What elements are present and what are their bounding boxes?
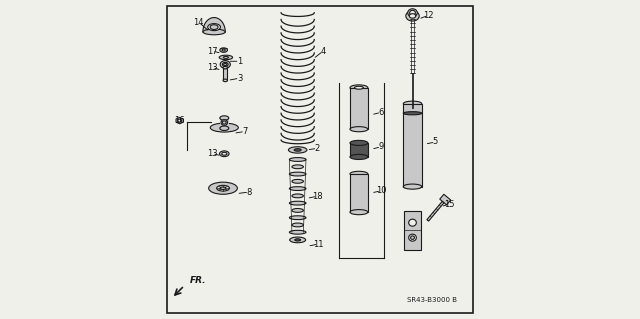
Ellipse shape	[220, 187, 226, 189]
Ellipse shape	[210, 25, 218, 30]
Ellipse shape	[211, 123, 238, 132]
Ellipse shape	[222, 49, 225, 51]
Text: 2: 2	[315, 144, 320, 153]
Ellipse shape	[409, 234, 417, 241]
Ellipse shape	[350, 171, 368, 176]
Text: 5: 5	[433, 137, 438, 146]
Ellipse shape	[406, 11, 419, 21]
Ellipse shape	[411, 236, 415, 239]
Text: 17: 17	[207, 47, 218, 56]
Ellipse shape	[220, 151, 229, 157]
Ellipse shape	[220, 61, 230, 68]
Ellipse shape	[290, 237, 306, 243]
Ellipse shape	[223, 56, 228, 58]
Bar	[223, 68, 227, 80]
Ellipse shape	[289, 230, 306, 234]
Ellipse shape	[289, 172, 306, 176]
Bar	[403, 104, 422, 187]
Ellipse shape	[221, 152, 227, 155]
Polygon shape	[427, 201, 444, 221]
Text: 15: 15	[444, 200, 454, 209]
Text: 10: 10	[376, 186, 387, 195]
Ellipse shape	[222, 121, 226, 124]
Ellipse shape	[220, 48, 227, 52]
Ellipse shape	[355, 86, 364, 89]
Ellipse shape	[292, 194, 303, 198]
Ellipse shape	[350, 154, 368, 160]
Ellipse shape	[292, 223, 303, 227]
Text: 12: 12	[423, 11, 434, 20]
Ellipse shape	[203, 29, 225, 35]
Ellipse shape	[403, 112, 422, 115]
Text: 13: 13	[207, 149, 218, 158]
Ellipse shape	[178, 119, 182, 122]
Ellipse shape	[208, 24, 220, 31]
Bar	[350, 88, 368, 129]
Text: 3: 3	[237, 74, 243, 83]
Text: 13: 13	[207, 63, 218, 72]
Ellipse shape	[289, 158, 306, 161]
Ellipse shape	[350, 210, 368, 215]
Text: 1: 1	[237, 57, 242, 66]
Ellipse shape	[350, 127, 368, 132]
Polygon shape	[176, 117, 183, 124]
Ellipse shape	[410, 14, 416, 18]
Bar	[220, 118, 228, 128]
Text: SR43-B3000 B: SR43-B3000 B	[407, 298, 457, 303]
Bar	[350, 143, 368, 157]
Ellipse shape	[292, 179, 303, 183]
Ellipse shape	[289, 187, 306, 190]
Polygon shape	[203, 18, 225, 32]
Text: 8: 8	[246, 188, 252, 197]
Ellipse shape	[292, 209, 303, 212]
Text: 9: 9	[379, 142, 384, 151]
Ellipse shape	[223, 63, 227, 66]
Ellipse shape	[217, 185, 229, 191]
Text: FR.: FR.	[190, 276, 207, 285]
Text: 7: 7	[243, 127, 248, 136]
Ellipse shape	[289, 147, 307, 153]
Ellipse shape	[410, 11, 415, 15]
Ellipse shape	[219, 55, 232, 60]
Ellipse shape	[289, 216, 306, 219]
Ellipse shape	[294, 149, 301, 151]
Ellipse shape	[220, 126, 228, 130]
Ellipse shape	[403, 101, 422, 106]
Text: 18: 18	[312, 192, 323, 201]
Ellipse shape	[295, 239, 301, 241]
Ellipse shape	[223, 66, 227, 69]
Ellipse shape	[209, 182, 237, 194]
Ellipse shape	[409, 219, 417, 226]
Text: 16: 16	[173, 116, 184, 125]
Ellipse shape	[408, 9, 417, 17]
Text: 4: 4	[321, 47, 326, 56]
Polygon shape	[440, 194, 451, 205]
Bar	[404, 211, 421, 250]
Ellipse shape	[403, 184, 422, 189]
Text: 14: 14	[193, 18, 204, 27]
Text: 11: 11	[313, 240, 324, 249]
Bar	[350, 174, 368, 212]
Ellipse shape	[220, 116, 228, 120]
Ellipse shape	[222, 62, 228, 67]
Ellipse shape	[350, 140, 368, 145]
Ellipse shape	[292, 165, 303, 169]
Ellipse shape	[223, 79, 227, 82]
Text: 6: 6	[379, 108, 384, 117]
Ellipse shape	[350, 85, 368, 91]
Ellipse shape	[289, 201, 306, 205]
Ellipse shape	[221, 120, 227, 125]
